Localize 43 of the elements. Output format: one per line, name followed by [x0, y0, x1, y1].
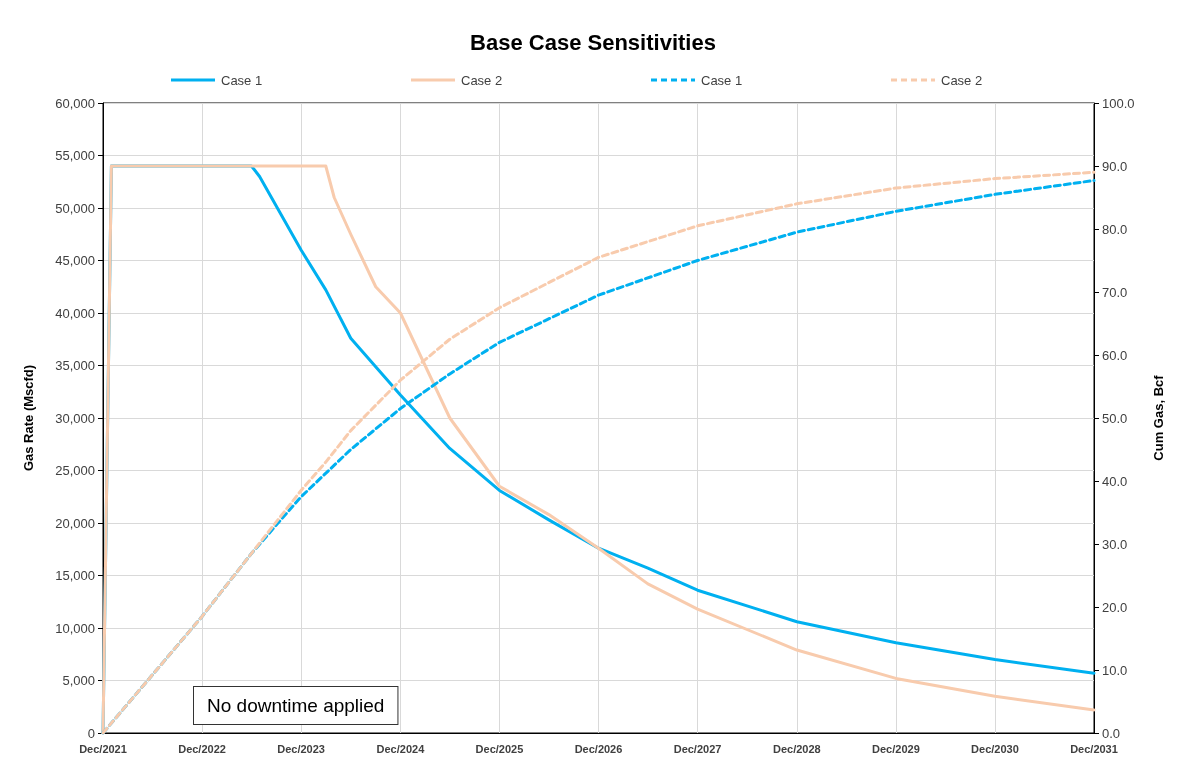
y2-tick-label: 10.0: [1102, 662, 1128, 678]
y-tick-label: 0: [87, 725, 95, 741]
y-tick-label: 20,000: [55, 515, 95, 531]
y-tick-label: 45,000: [55, 253, 95, 268]
y2-tick-label: 20.0: [1102, 599, 1128, 615]
x-tick-label: Dec/2022: [178, 742, 226, 755]
y-axis-title: Gas Rate (Mscfd): [21, 364, 36, 472]
y2-tick-label: 40.0: [1102, 473, 1128, 489]
x-tick-label: Dec/2026: [574, 742, 623, 755]
y2-tick-label: 50.0: [1102, 410, 1128, 426]
y-tick-label: 15,000: [55, 568, 95, 583]
y2-tick-label: 30.0: [1102, 536, 1128, 552]
x-tick-label: Dec/2021: [79, 742, 127, 755]
chart-title: Base Case Sensitivities: [470, 29, 716, 55]
y-tick-label: 30,000: [55, 410, 95, 426]
y-tick-label: 5,000: [62, 673, 95, 688]
x-tick-label: Dec/2031: [1070, 742, 1118, 755]
y-tick-label: 25,000: [55, 463, 95, 478]
y-tick-label: 55,000: [55, 148, 95, 163]
x-tick-label: Dec/2024: [376, 742, 426, 755]
y-tick-label: 40,000: [55, 305, 95, 321]
y-tick-label: 10,000: [55, 620, 95, 636]
x-tick-label: Dec/2029: [872, 742, 920, 755]
x-tick-label: Dec/2030: [971, 742, 1019, 755]
y2-tick-label: 0.0: [1102, 725, 1121, 741]
y-tick-label: 60,000: [55, 95, 95, 111]
y-tick-label: 35,000: [55, 358, 95, 373]
y-tick-label: 50,000: [55, 200, 95, 216]
legend-label: Case 1: [221, 72, 263, 88]
x-tick-label: Dec/2023: [277, 742, 325, 755]
legend-label: Case 2: [461, 72, 503, 88]
legend-label: Case 2: [941, 72, 983, 88]
x-tick-label: Dec/2025: [475, 742, 524, 755]
y2-axis-title: Cum Gas, Bcf: [1151, 374, 1166, 461]
y2-tick-label: 60.0: [1102, 347, 1128, 363]
x-tick-label: Dec/2028: [773, 742, 821, 755]
y2-tick-label: 90.0: [1102, 158, 1128, 174]
legend-label: Case 1: [701, 72, 743, 88]
y2-tick-label: 70.0: [1102, 284, 1128, 300]
y2-tick-label: 80.0: [1102, 221, 1128, 237]
y2-tick-label: 100.0: [1102, 95, 1135, 111]
x-tick-label: Dec/2027: [673, 742, 722, 755]
annotation: No downtime applied: [207, 695, 385, 716]
